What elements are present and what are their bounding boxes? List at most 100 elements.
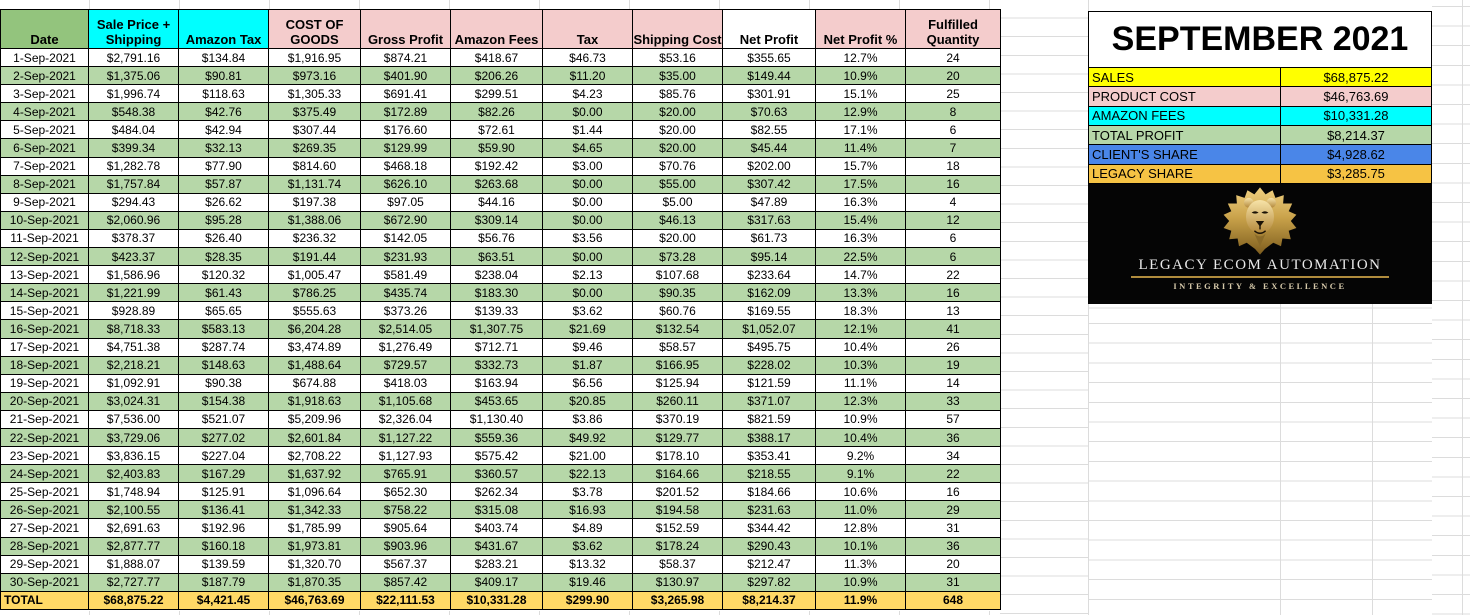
value-cell[interactable]: $0.00	[542, 247, 633, 267]
value-cell[interactable]: $233.64	[722, 265, 816, 285]
value-cell[interactable]: $231.93	[360, 247, 451, 267]
value-cell[interactable]: $132.54	[632, 319, 723, 339]
total-value-cell[interactable]: $3,265.98	[632, 590, 723, 610]
value-cell[interactable]: $399.34	[88, 138, 179, 158]
value-cell[interactable]: $90.38	[178, 373, 269, 393]
value-cell[interactable]: $46.73	[542, 47, 633, 68]
value-cell[interactable]: $355.65	[722, 47, 816, 68]
value-cell[interactable]: $786.25	[268, 283, 361, 303]
value-cell[interactable]: $191.44	[268, 247, 361, 267]
value-cell[interactable]: $95.28	[178, 210, 269, 230]
value-cell[interactable]: $57.87	[178, 174, 269, 194]
value-cell[interactable]: 36	[905, 536, 1001, 556]
value-cell[interactable]: $1,276.49	[360, 337, 451, 357]
empty-cells-region[interactable]	[1000, 0, 1089, 615]
value-cell[interactable]: $1,388.06	[268, 210, 361, 230]
value-cell[interactable]: $2,100.55	[88, 500, 179, 520]
value-cell[interactable]: $1,052.07	[722, 319, 816, 339]
value-cell[interactable]: $1,918.63	[268, 391, 361, 411]
value-cell[interactable]: $344.42	[722, 518, 816, 538]
date-cell[interactable]: 5-Sep-2021	[0, 120, 89, 140]
summary-value-amazon-fees[interactable]: $10,331.28	[1281, 106, 1431, 125]
date-cell[interactable]: 19-Sep-2021	[0, 373, 89, 393]
value-cell[interactable]: 10.4%	[815, 337, 906, 357]
value-cell[interactable]: $1,973.81	[268, 536, 361, 556]
total-value-cell[interactable]: $22,111.53	[360, 590, 451, 610]
value-cell[interactable]: $3.78	[542, 482, 633, 502]
value-cell[interactable]: 31	[905, 572, 1001, 592]
value-cell[interactable]: $874.21	[360, 47, 451, 68]
date-cell[interactable]: 27-Sep-2021	[0, 518, 89, 538]
value-cell[interactable]: 7	[905, 138, 1001, 158]
value-cell[interactable]: $82.55	[722, 120, 816, 140]
value-cell[interactable]: $20.85	[542, 391, 633, 411]
value-cell[interactable]: $58.57	[632, 337, 723, 357]
value-cell[interactable]: 10.3%	[815, 355, 906, 375]
value-cell[interactable]: 12.8%	[815, 518, 906, 538]
date-cell[interactable]: 15-Sep-2021	[0, 301, 89, 321]
summary-label-sales[interactable]: SALES	[1089, 68, 1281, 87]
date-cell[interactable]: 28-Sep-2021	[0, 536, 89, 556]
value-cell[interactable]: 13.3%	[815, 283, 906, 303]
value-cell[interactable]: $1,127.93	[360, 446, 451, 466]
value-cell[interactable]: $277.02	[178, 427, 269, 448]
value-cell[interactable]: $42.94	[178, 120, 269, 140]
empty-cells-region[interactable]	[1432, 0, 1470, 615]
value-cell[interactable]: $3.62	[542, 536, 633, 556]
month-title[interactable]: SEPTEMBER 2021	[1088, 11, 1432, 68]
value-cell[interactable]: $294.43	[88, 192, 179, 212]
value-cell[interactable]: $4.89	[542, 518, 633, 538]
value-cell[interactable]: $1,586.96	[88, 265, 179, 285]
value-cell[interactable]: $95.14	[722, 247, 816, 267]
value-cell[interactable]: $28.35	[178, 247, 269, 267]
value-cell[interactable]: $332.73	[450, 355, 543, 375]
summary-value-total-profit[interactable]: $8,214.37	[1281, 125, 1431, 145]
value-cell[interactable]: $0.00	[542, 174, 633, 194]
value-cell[interactable]: $484.04	[88, 120, 179, 140]
value-cell[interactable]: 15.1%	[815, 84, 906, 104]
value-cell[interactable]: 33	[905, 391, 1001, 411]
value-cell[interactable]: $674.88	[268, 373, 361, 393]
value-cell[interactable]: $555.63	[268, 301, 361, 321]
value-cell[interactable]: $56.76	[450, 228, 543, 249]
summary-value-product-cost[interactable]: $46,763.69	[1281, 87, 1431, 106]
column-header-6[interactable]: Tax	[542, 9, 633, 49]
value-cell[interactable]: $626.10	[360, 174, 451, 194]
value-cell[interactable]: $905.64	[360, 518, 451, 538]
total-value-cell[interactable]: 648	[905, 590, 1001, 610]
summary-label-total-profit[interactable]: TOTAL PROFIT	[1089, 125, 1281, 145]
value-cell[interactable]: $130.97	[632, 572, 723, 592]
value-cell[interactable]: 22	[905, 265, 1001, 285]
value-cell[interactable]: $13.32	[542, 554, 633, 574]
empty-cells-region[interactable]	[1088, 304, 1432, 615]
date-cell[interactable]: 11-Sep-2021	[0, 228, 89, 249]
value-cell[interactable]: $435.74	[360, 283, 451, 303]
value-cell[interactable]: $307.42	[722, 174, 816, 194]
value-cell[interactable]: $1,916.95	[268, 47, 361, 68]
summary-label-legacy-share[interactable]: LEGACY SHARE	[1089, 164, 1281, 183]
column-header-7[interactable]: Shipping Cost	[632, 9, 723, 49]
value-cell[interactable]: $63.51	[450, 247, 543, 267]
value-cell[interactable]: $90.81	[178, 66, 269, 86]
value-cell[interactable]: $1,748.94	[88, 482, 179, 502]
value-cell[interactable]: $59.90	[450, 138, 543, 158]
value-cell[interactable]: $360.57	[450, 464, 543, 484]
value-cell[interactable]: $2,326.04	[360, 409, 451, 429]
value-cell[interactable]: $409.17	[450, 572, 543, 592]
value-cell[interactable]: $4.65	[542, 138, 633, 158]
value-cell[interactable]: $283.21	[450, 554, 543, 574]
value-cell[interactable]: $1,092.91	[88, 373, 179, 393]
value-cell[interactable]: 12.1%	[815, 319, 906, 339]
value-cell[interactable]: $61.43	[178, 283, 269, 303]
value-cell[interactable]: $583.13	[178, 319, 269, 339]
value-cell[interactable]: $821.59	[722, 409, 816, 429]
value-cell[interactable]: $176.60	[360, 120, 451, 140]
value-cell[interactable]: $21.00	[542, 446, 633, 466]
summary-label-amazon-fees[interactable]: AMAZON FEES	[1089, 106, 1281, 125]
total-value-cell[interactable]: $4,421.45	[178, 590, 269, 610]
value-cell[interactable]: $567.37	[360, 554, 451, 574]
value-cell[interactable]: $2,514.05	[360, 319, 451, 339]
value-cell[interactable]: $857.42	[360, 572, 451, 592]
value-cell[interactable]: $19.46	[542, 572, 633, 592]
date-cell[interactable]: 1-Sep-2021	[0, 47, 89, 68]
